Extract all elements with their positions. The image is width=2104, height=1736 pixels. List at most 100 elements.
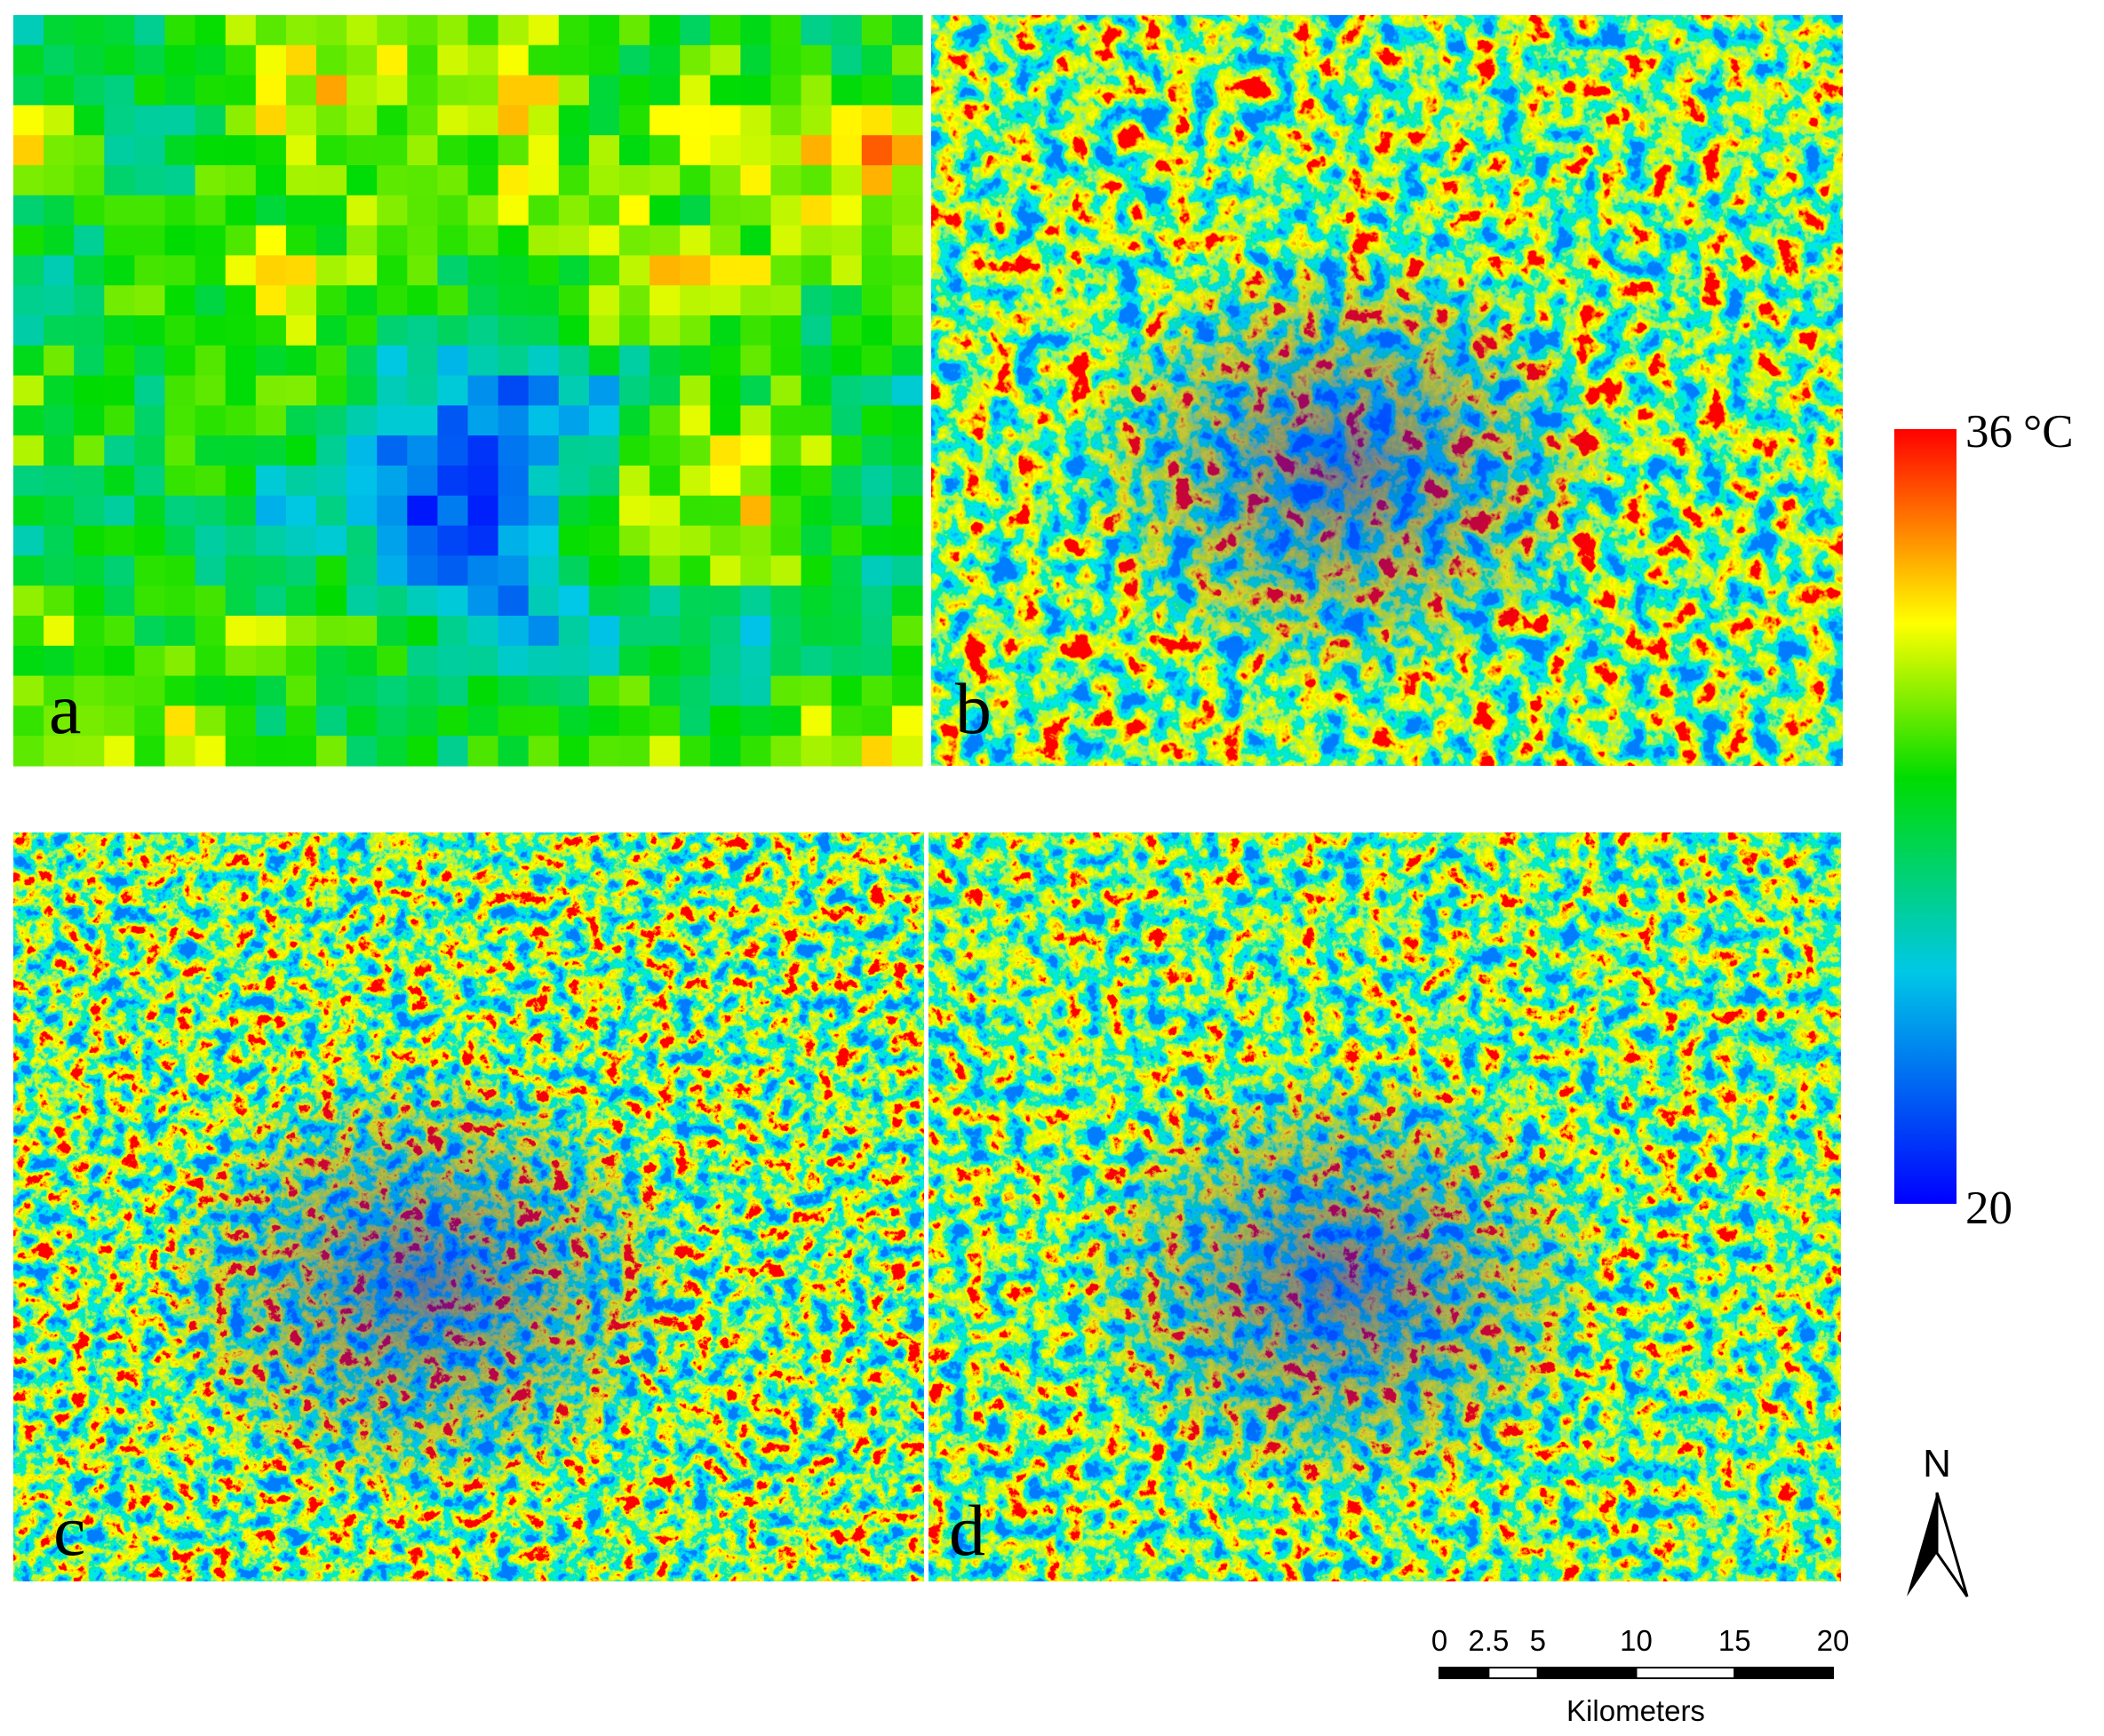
raster-cell [13,705,44,737]
north-arrow: N [1907,1442,1969,1597]
raster-cell [558,405,590,436]
raster-cell [710,225,741,256]
raster-cell [861,345,893,377]
raster-cell [558,705,590,737]
raster-cell [528,736,560,767]
raster-cell [861,255,893,286]
raster-cell [710,345,741,377]
raster-cell [558,616,590,647]
raster-cell [377,315,408,346]
raster-cell [316,555,347,586]
colorbar [1894,429,1957,1204]
raster-cell [437,285,469,316]
raster-cell [528,375,560,406]
raster-cell [680,44,711,76]
raster-cell [316,105,347,136]
raster-cell [558,345,590,377]
raster-cell [347,495,378,527]
raster-cell [255,75,287,106]
raster-cell [13,105,44,136]
raster-cell [377,375,408,406]
raster-cell [407,105,438,136]
raster-cell [44,15,75,46]
raster-cell [44,675,75,706]
raster-cell [44,165,75,196]
raster-cell [710,495,741,527]
raster-cell [195,75,227,106]
raster-cell [13,285,44,316]
raster-cell [467,285,499,316]
raster-cell [680,736,711,767]
raster-cell [164,315,196,346]
raster-cell [710,705,741,737]
raster-cell [588,675,620,706]
raster-cell [619,135,650,166]
raster-cell [225,466,257,497]
raster-cell [891,705,923,737]
raster-cell [377,405,408,436]
raster-cell [104,466,135,497]
raster-cell [255,375,287,406]
raster-cell [44,435,75,466]
raster-cell [255,225,287,256]
raster-cell [285,405,317,436]
raster-cell [437,345,469,377]
raster-cell [801,585,833,617]
raster-cell [225,616,257,647]
raster-cell [164,255,196,286]
raster-cell [407,405,438,436]
raster-cell [164,405,196,436]
raster-cell [104,285,135,316]
raster-cell [407,466,438,497]
raster-cell [134,315,166,346]
raster-cell [195,675,227,706]
colorbar-unit: °C [2023,406,2074,458]
raster-cell [44,44,75,76]
raster-cell [407,375,438,406]
raster-cell [195,405,227,436]
raster-cell [619,375,650,406]
raster-cell [680,645,711,677]
raster-cell [13,195,44,227]
raster-cell [588,165,620,196]
raster-cell [861,105,893,136]
raster-cell [588,435,620,466]
raster-cell [770,525,802,556]
raster-cell [650,705,681,737]
raster-cell [164,466,196,497]
raster-cell [619,44,650,76]
raster-cell [558,435,590,466]
raster-cell [285,135,317,166]
raster-cell [195,105,227,136]
raster-cell [285,705,317,737]
raster-cell [44,466,75,497]
raster-cell [225,15,257,46]
raster-cell [407,555,438,586]
raster-cell [225,705,257,737]
raster-cell [710,75,741,106]
raster-cell [861,135,893,166]
raster-cell [740,135,772,166]
raster-cell [498,75,530,106]
raster-cell [134,105,166,136]
raster-cell [316,255,347,286]
raster-cell [285,195,317,227]
scale-tick-label: 0 [1431,1624,1447,1657]
raster-cell [891,165,923,196]
raster-cell [104,345,135,377]
raster-cell [467,585,499,617]
raster-cell [770,15,802,46]
raster-cell [740,736,772,767]
raster-cell [164,75,196,106]
raster-cell [650,15,681,46]
raster-cell [619,616,650,647]
raster-cell [861,315,893,346]
raster-cell [285,285,317,316]
raster-cell [619,466,650,497]
raster-cell [650,315,681,346]
raster-cell [347,195,378,227]
raster-cell [285,435,317,466]
raster-cell [347,44,378,76]
raster-cell [225,375,257,406]
raster-cell [255,255,287,286]
